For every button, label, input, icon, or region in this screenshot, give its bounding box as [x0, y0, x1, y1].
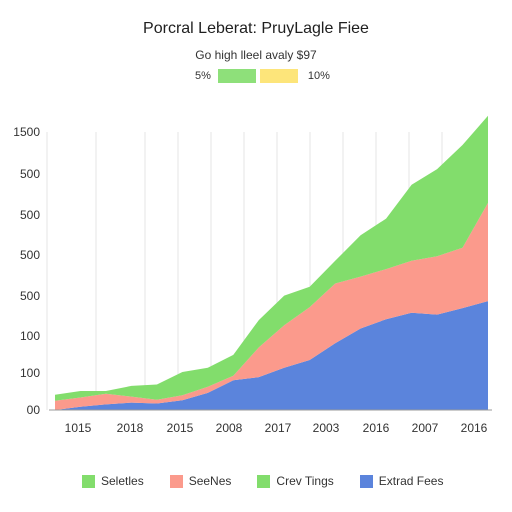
legend-swatch	[82, 474, 95, 488]
x-tick-label: 2007	[412, 421, 439, 435]
legend-item-seenes: SeeNes	[169, 474, 232, 488]
legend-swatch	[359, 474, 373, 488]
x-tick-label: 2003	[313, 421, 340, 435]
x-tick-label: 2018	[117, 421, 144, 435]
legend-item-seletles: Seletles	[82, 474, 144, 488]
legend-item-extrad-fees: Extrad Fees	[359, 474, 444, 488]
top-legend-left-label: 5%	[195, 70, 211, 82]
y-tick-label: 500	[20, 289, 40, 303]
legend-item-crev-tings: Crev Tings	[257, 474, 334, 488]
x-tick-labels: 1015 2018 2015 2008 2017 2003 2016 2007 2016	[65, 421, 488, 435]
x-tick-label: 1015	[65, 421, 92, 435]
x-tick-label: 2016	[461, 421, 488, 435]
area-series-seenes	[55, 202, 488, 410]
chart-title: Porcral Leberat: PruyLagle Fiee	[143, 20, 369, 37]
x-tick-label: 2016	[363, 421, 390, 435]
area-series-extrad-fees	[55, 301, 488, 410]
top-legend-swatch-yellow	[259, 69, 298, 83]
stacked-areas	[55, 115, 488, 410]
legend-label: Seletles	[101, 474, 144, 488]
y-tick-label: 100	[20, 329, 40, 343]
y-tick-label: 500	[20, 248, 40, 262]
y-tick-label: 00	[27, 403, 41, 417]
y-tick-labels: 00 100 100 500 500 500 500 1500	[13, 125, 40, 417]
x-tick-label: 2008	[216, 421, 243, 435]
x-tick-label: 2017	[265, 421, 292, 435]
x-tick-label: 2015	[167, 421, 194, 435]
y-tick-label: 500	[20, 167, 40, 181]
legend-swatch	[257, 474, 271, 488]
top-legend: 5% 10%	[195, 69, 330, 83]
area-series-crev-tings	[55, 115, 488, 401]
y-tick-label: 500	[20, 208, 40, 222]
legend-label: Extrad Fees	[378, 474, 444, 488]
top-legend-right-label: 10%	[307, 70, 330, 82]
legend-label: SeeNes	[188, 474, 232, 488]
top-legend-swatch-green	[217, 69, 256, 83]
legend-label: Crev Tings	[276, 474, 334, 488]
chart-subtitle: Go high lleel avaly $97	[195, 48, 317, 62]
legend-swatch	[169, 474, 183, 488]
y-tick-label: 100	[20, 366, 40, 380]
y-tick-label: 1500	[13, 125, 40, 139]
bottom-legend: Seletles SeeNes Crev Tings Extrad Fees	[82, 474, 469, 488]
